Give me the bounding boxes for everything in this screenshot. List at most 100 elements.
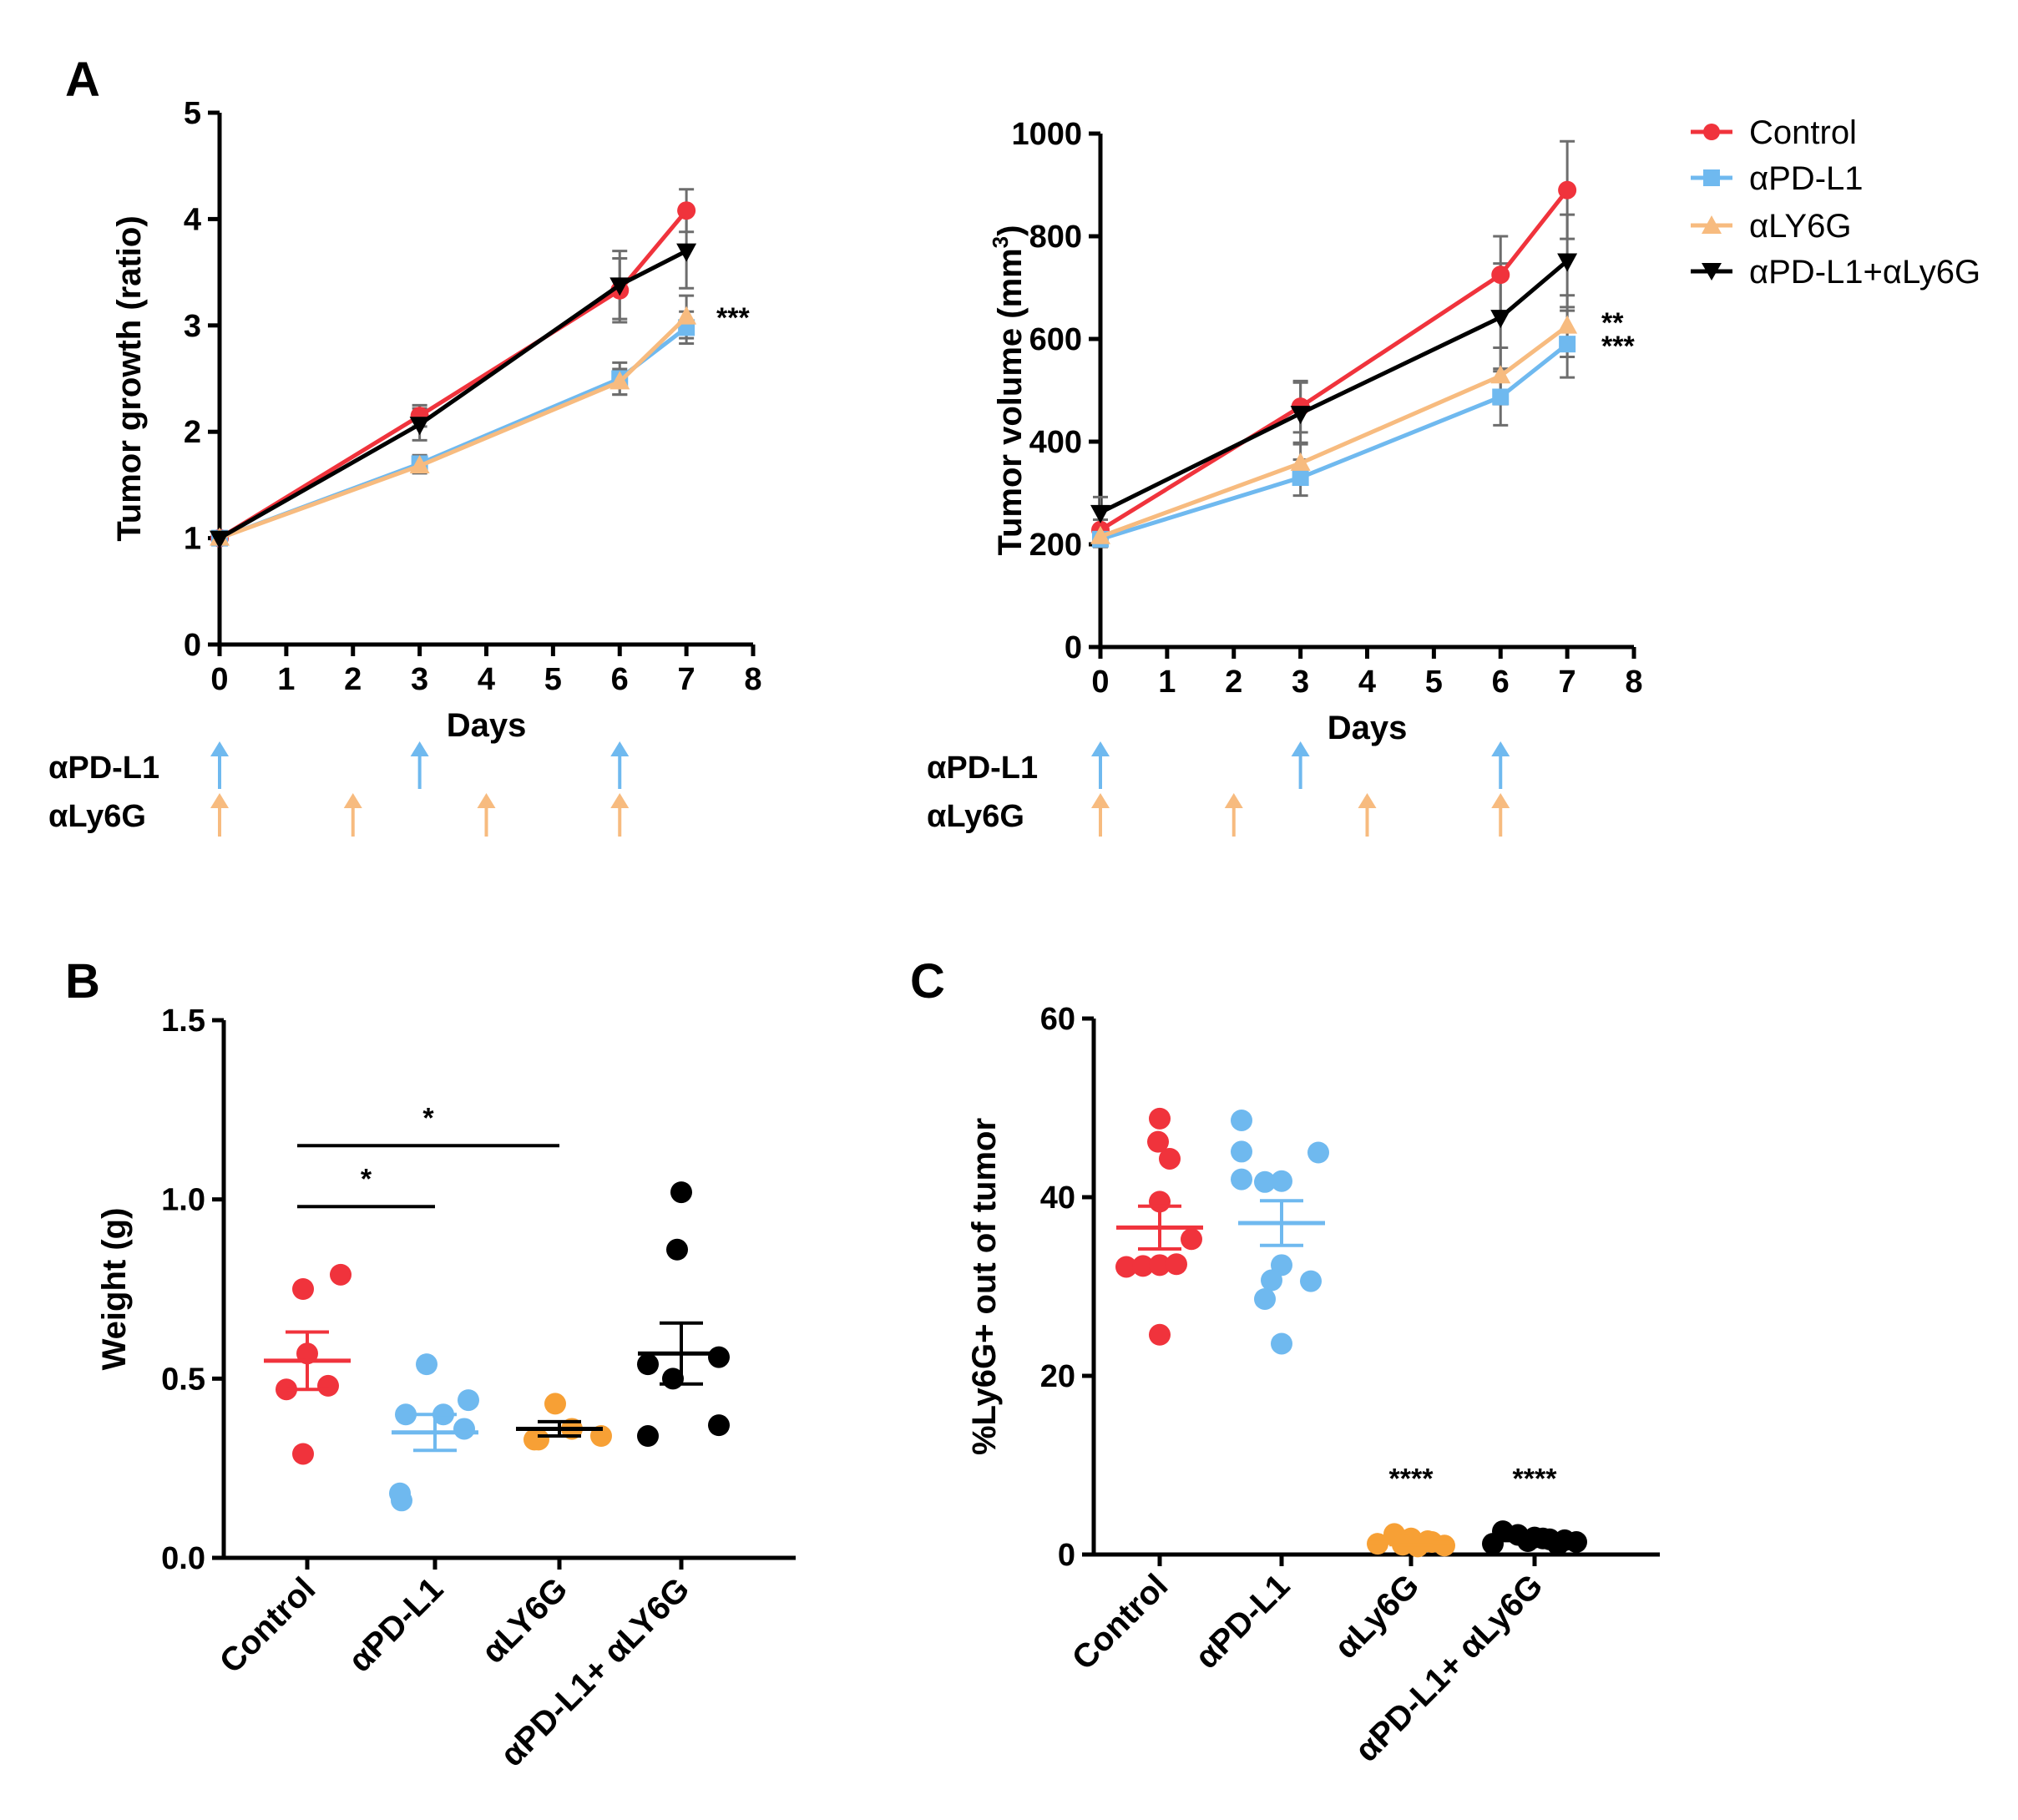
y-tick-label: 200 (1029, 528, 1082, 563)
x-tick-label: 6 (611, 662, 629, 697)
x-tick-label: 4 (478, 662, 495, 697)
data-point (1090, 525, 1110, 544)
data-point (1254, 1170, 1276, 1193)
dose-arrowhead (1224, 793, 1243, 808)
data-point (1492, 388, 1510, 406)
x-tick-label: 7 (678, 662, 695, 697)
category-label: αLY6G (475, 1570, 575, 1671)
data-point (1261, 1269, 1282, 1292)
y-tick-label: 5 (184, 96, 201, 131)
dose-arrowhead (610, 793, 630, 808)
schedule-label-apdl1: αPD-L1 (927, 751, 1038, 786)
data-point (1290, 452, 1311, 471)
y-tick-label: 0.0 (161, 1541, 205, 1576)
y-tick-label: 40 (1040, 1180, 1075, 1216)
y-tick-label: 0 (1065, 630, 1082, 665)
series-line (1100, 324, 1569, 539)
significance-label: * (422, 1102, 434, 1134)
panel-label-c: C (910, 954, 945, 1009)
data-point (391, 1489, 412, 1512)
x-tick-label: 0 (1091, 665, 1109, 700)
category-label: Control (1065, 1567, 1176, 1677)
data-point (1300, 1270, 1322, 1292)
x-tick-label: 2 (1225, 665, 1242, 700)
data-point (609, 277, 630, 296)
legend: Control αPD-L1 αLY6G αPD-L1+αLy6G (1691, 114, 1980, 291)
data-point (666, 1238, 688, 1261)
y-tick-label: 1.5 (161, 1004, 205, 1039)
dose-arrowhead (1291, 741, 1310, 756)
legend-label: αLY6G (1749, 208, 1851, 245)
y-tick-label: 0 (184, 628, 201, 663)
data-point (1159, 1147, 1181, 1170)
data-point (708, 1346, 730, 1368)
data-point (676, 243, 697, 262)
data-point (676, 306, 697, 325)
y-tick-label: 0.5 (161, 1362, 205, 1397)
y-tick-label: 4 (184, 202, 201, 237)
y-tick-label: 0 (1058, 1538, 1075, 1573)
data-point (1149, 1254, 1171, 1277)
legend-item-control: Control (1691, 114, 1857, 151)
y-axis-title: %Ly6G+ out of tumor (966, 1118, 1003, 1455)
dose-arrowhead (1091, 793, 1110, 808)
treatment-schedule-left: αPD-L1 αLy6G (48, 741, 630, 837)
data-point (395, 1403, 417, 1426)
y-tick-label: 600 (1029, 322, 1082, 357)
data-point (1166, 1253, 1187, 1276)
category-label: αPD-L1 (341, 1570, 450, 1679)
y-axis-title: Weight (g) (96, 1208, 133, 1371)
legend-item-aly6g: αLY6G (1691, 208, 1851, 245)
schedule-label-aly6g: αLy6G (48, 799, 146, 834)
data-point (1482, 1533, 1504, 1555)
chart-tumor-volume: 0 200 400 600 800 1000 0 1 2 3 4 5 6 7 8 Days Tumor volu… (988, 117, 1643, 746)
legend-item-combo: αPD-L1+αLy6G (1691, 254, 1980, 291)
dose-arrowhead (210, 793, 229, 808)
data-point (292, 1443, 314, 1465)
dose-arrowhead (477, 793, 496, 808)
dose-arrowhead (1491, 793, 1510, 808)
dose-arrowhead (410, 741, 429, 756)
y-tick-label: 3 (184, 309, 201, 344)
data-point (416, 1353, 437, 1376)
data-point (670, 1181, 692, 1204)
data-point (1557, 253, 1578, 272)
data-point (1147, 1130, 1169, 1153)
x-axis-title: Days (1328, 710, 1408, 746)
y-tick-label: 1.0 (161, 1183, 205, 1218)
x-tick-label: 1 (1158, 665, 1176, 700)
data-point (609, 371, 630, 390)
dose-arrowhead (1358, 793, 1377, 808)
significance-label: * (361, 1163, 372, 1195)
data-point (1557, 315, 1578, 334)
x-tick-label: 8 (744, 662, 761, 697)
data-point (1490, 310, 1511, 329)
data-point (210, 530, 230, 549)
series-line (1099, 259, 1569, 515)
category-label: αPD-L1 (1188, 1567, 1297, 1676)
data-point (1149, 1107, 1171, 1130)
data-point (458, 1389, 479, 1412)
chart-ly6g-percent: 0 20 40 60 %Ly6G+ out of tumor Control αPD-L1 α… (966, 1002, 1660, 1769)
data-point (1490, 365, 1511, 384)
legend-label: Control (1749, 114, 1857, 151)
data-point (453, 1418, 475, 1440)
data-point (1231, 1109, 1252, 1131)
significance-label: **** (1513, 1463, 1558, 1494)
legend-item-apdl1: αPD-L1 (1691, 160, 1864, 197)
x-tick-label: 6 (1492, 665, 1510, 700)
x-tick-label: 2 (344, 662, 362, 697)
series-line (218, 249, 688, 540)
y-tick-label: 800 (1029, 220, 1082, 255)
y-tick-label: 1000 (1011, 117, 1082, 152)
data-point (1558, 180, 1577, 200)
series-line (219, 315, 688, 540)
chart-weight: 0.0 0.5 1.0 1.5 Weight (g) Control αPD-L1 αLY6G… (96, 1004, 796, 1774)
data-point (1132, 1255, 1154, 1277)
significance-label: *** (1601, 331, 1635, 362)
data-point (317, 1374, 339, 1397)
chart-tumor-growth: 0 1 2 3 4 5 0 1 2 3 4 5 6 7 8 Days Tumor growth (ratio) *… (111, 96, 762, 744)
data-point (1290, 406, 1311, 425)
data-point (1231, 1140, 1252, 1163)
